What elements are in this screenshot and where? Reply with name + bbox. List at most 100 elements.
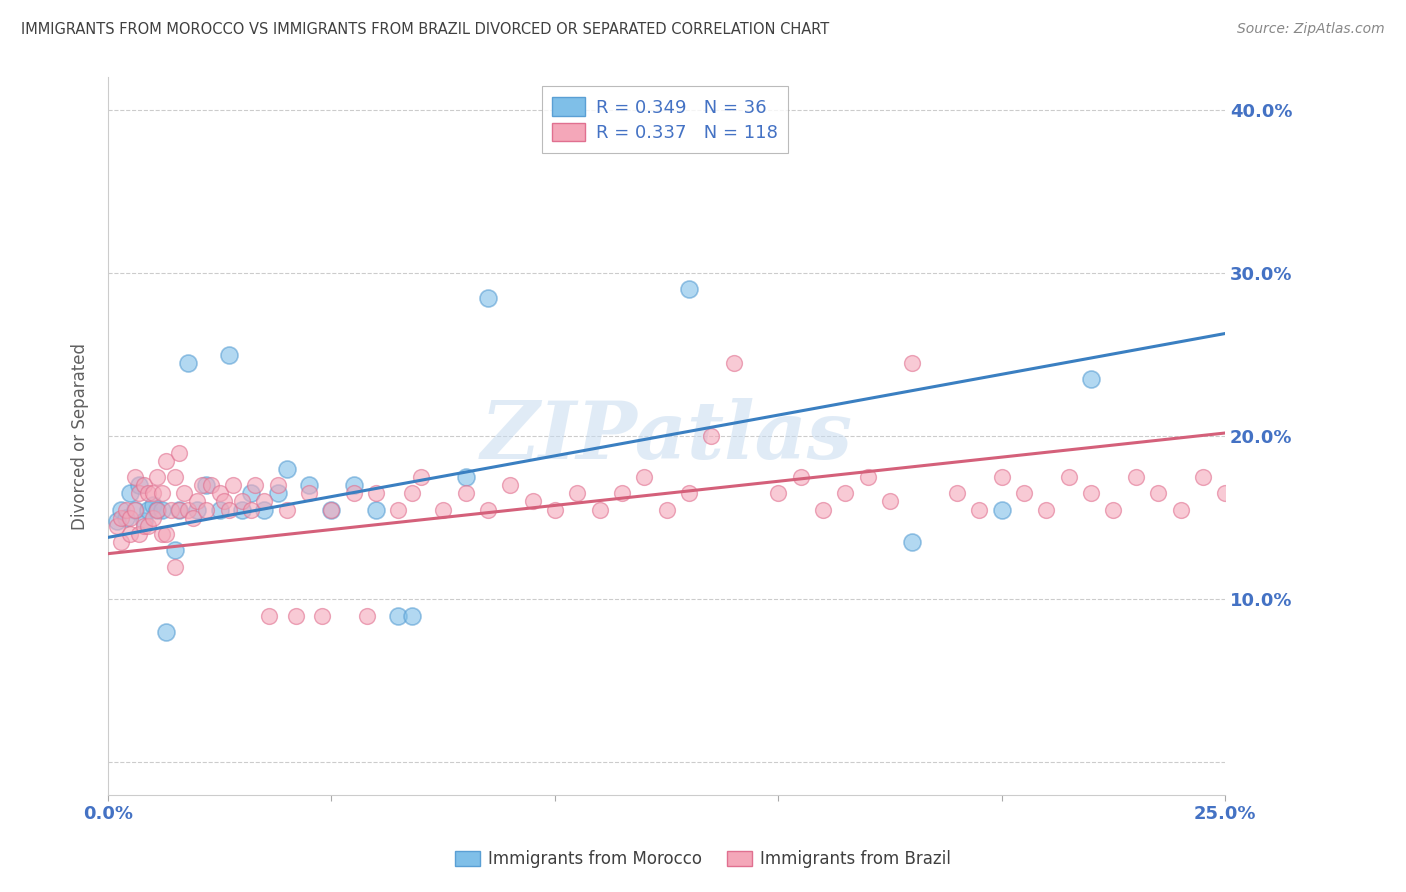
Point — [218, 348, 240, 362]
Point — [477, 502, 499, 516]
Point — [169, 445, 191, 459]
Point — [811, 502, 834, 516]
Point — [231, 502, 253, 516]
Point — [115, 502, 138, 516]
Point — [105, 514, 128, 528]
Point — [588, 502, 610, 516]
Point — [110, 535, 132, 549]
Text: IMMIGRANTS FROM MOROCCO VS IMMIGRANTS FROM BRAZIL DIVORCED OR SEPARATED CORRELAT: IMMIGRANTS FROM MOROCCO VS IMMIGRANTS FR… — [21, 22, 830, 37]
Point — [387, 502, 409, 516]
Point — [1348, 576, 1371, 591]
Point — [879, 494, 901, 508]
Point — [177, 502, 200, 516]
Text: ZIPatlas: ZIPatlas — [481, 398, 852, 475]
Point — [132, 478, 155, 492]
Point — [477, 291, 499, 305]
Y-axis label: Divorced or Separated: Divorced or Separated — [72, 343, 89, 530]
Point — [159, 502, 181, 516]
Point — [191, 478, 214, 492]
Point — [173, 486, 195, 500]
Point — [150, 486, 173, 500]
Point — [321, 502, 343, 516]
Point — [169, 502, 191, 516]
Point — [120, 527, 142, 541]
Point — [366, 486, 388, 500]
Point — [163, 470, 186, 484]
Point — [1303, 470, 1326, 484]
Point — [969, 502, 991, 516]
Point — [834, 486, 856, 500]
Point — [499, 478, 522, 492]
Legend: R = 0.349   N = 36, R = 0.337   N = 118: R = 0.349 N = 36, R = 0.337 N = 118 — [541, 87, 789, 153]
Point — [136, 486, 159, 500]
Point — [454, 470, 477, 484]
Point — [298, 486, 321, 500]
Point — [1258, 502, 1281, 516]
Point — [1057, 470, 1080, 484]
Point — [267, 478, 290, 492]
Point — [1213, 486, 1236, 500]
Point — [522, 494, 544, 508]
Point — [276, 462, 298, 476]
Point — [163, 559, 186, 574]
Point — [343, 486, 366, 500]
Point — [901, 356, 924, 370]
Point — [128, 486, 150, 500]
Point — [146, 502, 169, 516]
Point — [1170, 502, 1192, 516]
Point — [655, 502, 678, 516]
Point — [181, 510, 204, 524]
Point — [610, 486, 633, 500]
Point — [723, 356, 745, 370]
Point — [231, 494, 253, 508]
Point — [124, 502, 146, 516]
Point — [321, 502, 343, 516]
Point — [1125, 470, 1147, 484]
Point — [136, 519, 159, 533]
Point — [218, 502, 240, 516]
Point — [1012, 486, 1035, 500]
Point — [195, 478, 218, 492]
Point — [1102, 502, 1125, 516]
Point — [155, 453, 177, 467]
Point — [401, 608, 423, 623]
Point — [768, 486, 790, 500]
Point — [212, 494, 235, 508]
Point — [245, 478, 267, 492]
Point — [240, 486, 263, 500]
Point — [633, 470, 655, 484]
Point — [366, 502, 388, 516]
Point — [132, 514, 155, 528]
Point — [409, 470, 432, 484]
Point — [142, 498, 165, 512]
Point — [789, 470, 811, 484]
Point — [253, 502, 276, 516]
Point — [1147, 486, 1170, 500]
Point — [257, 608, 280, 623]
Point — [110, 510, 132, 524]
Point — [454, 486, 477, 500]
Point — [186, 502, 208, 516]
Point — [177, 356, 200, 370]
Point — [401, 486, 423, 500]
Point — [432, 502, 454, 516]
Point — [120, 486, 142, 500]
Point — [150, 502, 173, 516]
Point — [1192, 470, 1215, 484]
Point — [356, 608, 378, 623]
Point — [150, 527, 173, 541]
Point — [990, 470, 1012, 484]
Point — [990, 502, 1012, 516]
Point — [253, 494, 276, 508]
Point — [901, 535, 924, 549]
Point — [120, 510, 142, 524]
Point — [200, 478, 222, 492]
Point — [195, 502, 218, 516]
Point — [1080, 486, 1102, 500]
Point — [267, 486, 290, 500]
Point — [678, 486, 700, 500]
Point — [856, 470, 879, 484]
Point — [163, 543, 186, 558]
Point — [128, 478, 150, 492]
Point — [284, 608, 307, 623]
